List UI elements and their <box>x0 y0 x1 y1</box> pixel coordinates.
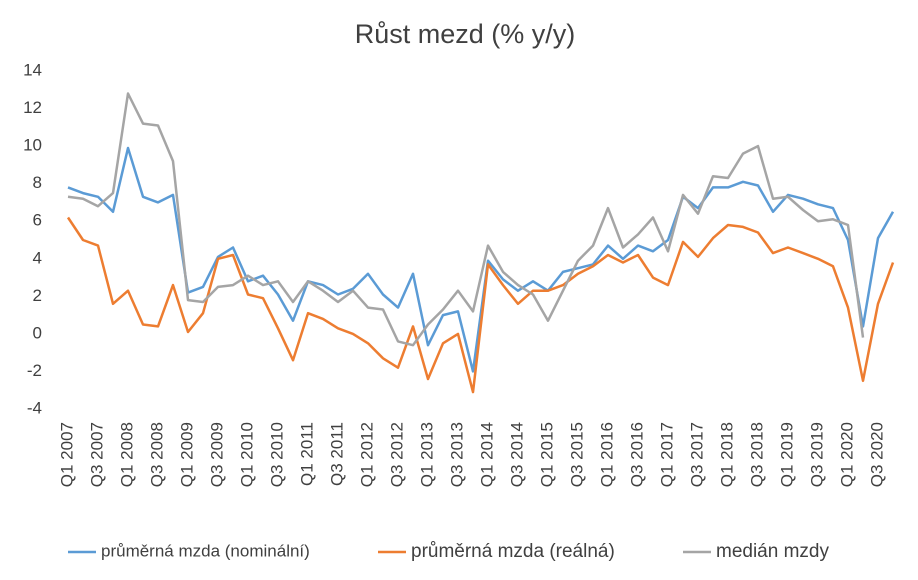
x-tick-label: Q1 2016 <box>597 422 616 487</box>
x-tick-label: Q3 2013 <box>447 422 466 487</box>
x-tick-label: Q3 2011 <box>327 422 346 486</box>
y-tick-label: -2 <box>27 361 42 380</box>
x-tick-label: Q3 2019 <box>807 422 826 487</box>
x-tick-label: Q3 2016 <box>627 422 646 487</box>
x-tick-label: Q3 2007 <box>87 422 106 487</box>
y-tick-label: 12 <box>23 98 42 117</box>
y-tick-label: 4 <box>33 248 42 267</box>
x-tick-label: Q1 2008 <box>117 422 136 487</box>
y-tick-label: 6 <box>33 211 42 230</box>
y-tick-label: -4 <box>27 398 42 417</box>
x-tick-label: Q3 2020 <box>867 422 886 487</box>
x-tick-label: Q1 2010 <box>237 422 256 487</box>
x-tick-label: Q1 2007 <box>57 422 76 487</box>
chart-title: Růst mezd (% y/y) <box>355 19 576 49</box>
y-tick-label: 0 <box>33 323 42 342</box>
series-line <box>67 92 865 347</box>
x-tick-label: Q1 2012 <box>357 422 376 487</box>
series-line <box>67 146 895 373</box>
x-tick-label: Q1 2014 <box>477 422 496 487</box>
x-tick-label: Q1 2009 <box>177 422 196 487</box>
y-tick-label: 8 <box>33 173 42 192</box>
x-tick-label: Q3 2008 <box>147 422 166 487</box>
x-tick-label: Q1 2018 <box>717 422 736 487</box>
series-line <box>66 216 895 394</box>
y-tick-label: 2 <box>33 286 42 305</box>
x-tick-label: Q1 2020 <box>837 422 856 487</box>
x-tick-label: Q3 2015 <box>567 422 586 487</box>
x-tick-label: Q3 2017 <box>687 422 706 487</box>
x-tick-label: Q1 2011 <box>297 422 316 486</box>
legend-label: průměrná mzda (reálná) <box>411 541 615 562</box>
x-tick-label: Q3 2009 <box>207 422 226 487</box>
x-tick-label: Q3 2018 <box>747 422 766 487</box>
legend-label: medián mzdy <box>716 541 829 562</box>
x-tick-label: Q3 2012 <box>387 422 406 487</box>
x-tick-label: Q3 2014 <box>507 422 526 487</box>
x-tick-label: Q1 2019 <box>777 422 796 487</box>
x-tick-label: Q1 2017 <box>657 422 676 487</box>
x-tick-label: Q1 2013 <box>417 422 436 487</box>
y-tick-label: 10 <box>23 136 42 155</box>
x-tick-label: Q1 2015 <box>537 422 556 487</box>
y-tick-label: 14 <box>23 60 42 79</box>
legend-label: průměrná mzda (nominální) <box>101 541 310 560</box>
x-tick-label: Q3 2010 <box>267 422 286 487</box>
